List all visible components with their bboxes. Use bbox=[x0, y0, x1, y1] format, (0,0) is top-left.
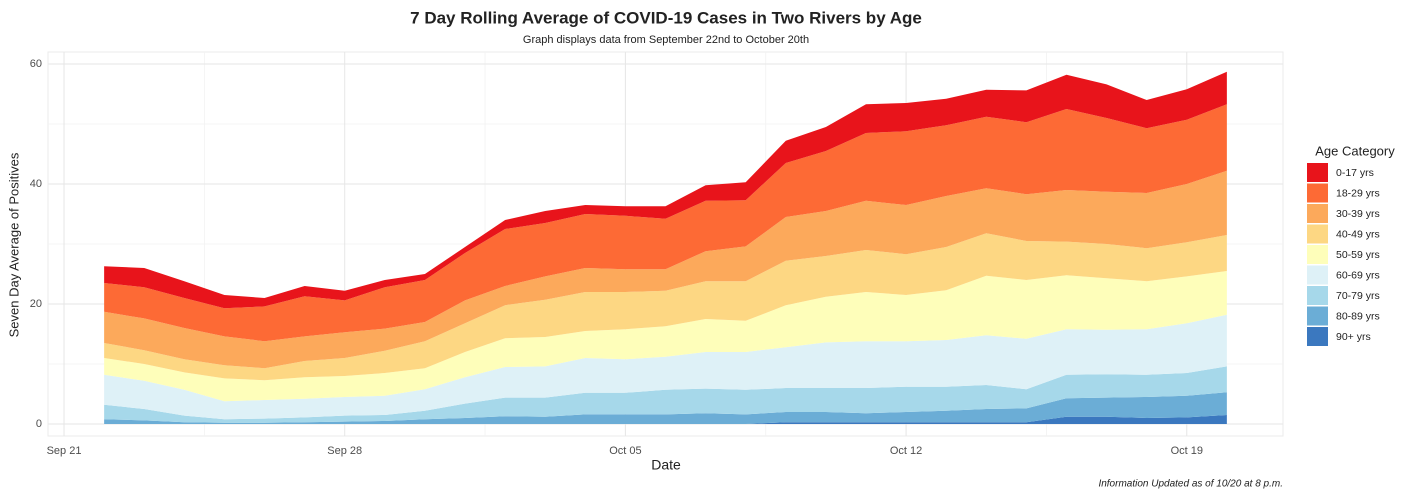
chart-title: 7 Day Rolling Average of COVID-19 Cases … bbox=[410, 8, 922, 27]
legend-label: 18-29 yrs bbox=[1336, 187, 1380, 199]
area bbox=[104, 392, 1227, 424]
footnote: Information Updated as of 10/20 at 8 p.m… bbox=[1098, 479, 1283, 490]
legend-label: 80-89 yrs bbox=[1336, 310, 1380, 322]
legend-label: 0-17 yrs bbox=[1336, 167, 1374, 179]
legend-swatch bbox=[1307, 265, 1328, 285]
y-tick-label: 0 bbox=[36, 418, 42, 430]
legend-title: Age Category bbox=[1315, 143, 1395, 158]
x-tick-label: Sep 21 bbox=[47, 445, 82, 457]
y-tick-label: 40 bbox=[30, 178, 42, 190]
legend-swatch bbox=[1307, 286, 1328, 305]
area bbox=[104, 415, 1227, 424]
legend-swatch bbox=[1307, 204, 1328, 223]
x-axis-label: Date bbox=[651, 457, 681, 473]
y-axis-label: Seven Day Average of Positives bbox=[6, 152, 21, 337]
plot-panel bbox=[47, 51, 1284, 437]
y-tick-label: 20 bbox=[30, 298, 42, 310]
legend-swatch bbox=[1307, 224, 1328, 244]
chart-subtitle: Graph displays data from September 22nd … bbox=[523, 34, 809, 46]
x-tick-label: Oct 19 bbox=[1171, 445, 1203, 457]
legend-label: 70-79 yrs bbox=[1336, 290, 1380, 302]
area bbox=[104, 271, 1227, 402]
legend-label: 40-49 yrs bbox=[1336, 228, 1380, 240]
legend-label: 60-69 yrs bbox=[1336, 269, 1380, 281]
area bbox=[104, 104, 1227, 342]
legend-swatch bbox=[1307, 245, 1328, 264]
legend-swatch bbox=[1307, 327, 1328, 346]
legend-swatch bbox=[1307, 183, 1328, 203]
area bbox=[104, 314, 1227, 420]
area bbox=[104, 71, 1227, 309]
legend-label: 90+ yrs bbox=[1336, 331, 1371, 343]
legend-label: 30-39 yrs bbox=[1336, 208, 1380, 220]
y-tick-label: 60 bbox=[30, 58, 42, 70]
legend-swatch bbox=[1307, 306, 1328, 326]
legend-swatch bbox=[1307, 163, 1328, 182]
x-tick-label: Oct 05 bbox=[609, 445, 641, 457]
x-tick-label: Oct 12 bbox=[890, 445, 922, 457]
area bbox=[104, 233, 1227, 381]
legend-label: 50-59 yrs bbox=[1336, 249, 1380, 261]
x-tick-label: Sep 28 bbox=[327, 445, 362, 457]
area bbox=[104, 366, 1227, 423]
area bbox=[104, 170, 1227, 369]
